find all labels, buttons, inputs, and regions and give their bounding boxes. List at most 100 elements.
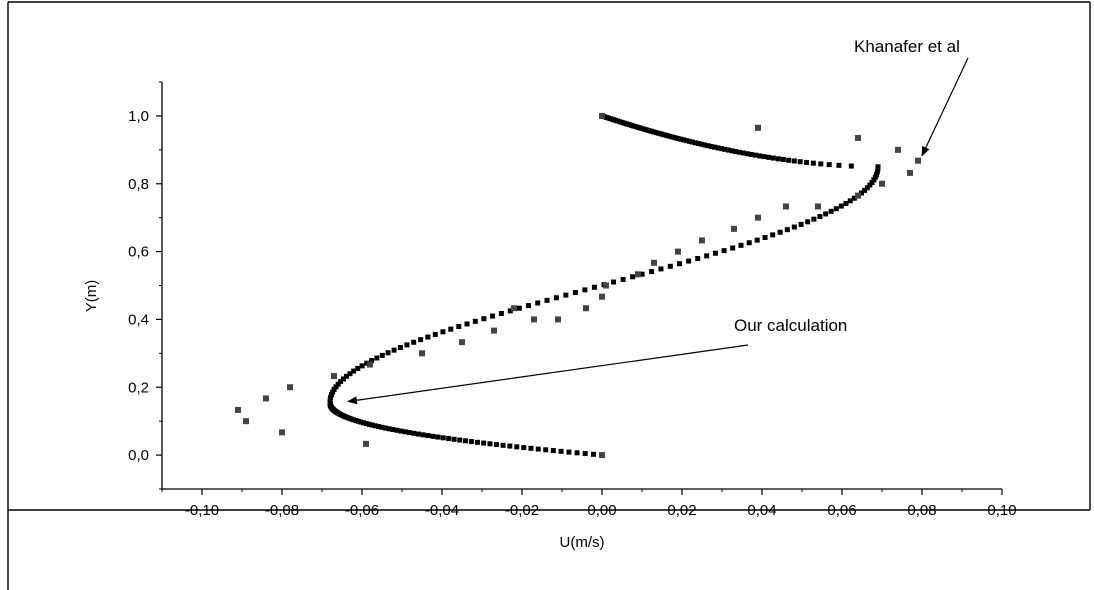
calc-point	[791, 224, 797, 230]
calc-point	[836, 162, 842, 168]
calc-point	[777, 229, 783, 235]
y-axis-label: Y(m)	[83, 280, 100, 313]
khanafer-point	[879, 180, 885, 187]
khanafer-point	[603, 282, 609, 289]
khanafer-point	[263, 395, 269, 402]
calc-point	[740, 150, 746, 156]
calc-point	[328, 394, 334, 400]
calc-point	[379, 352, 385, 358]
calc-point	[798, 221, 804, 227]
calc-point	[333, 384, 339, 390]
calc-point	[648, 128, 654, 134]
calc-point	[582, 287, 588, 293]
calc-point	[748, 151, 754, 157]
calc-point	[715, 145, 721, 151]
calc-point	[507, 308, 513, 314]
calc-point	[780, 157, 786, 163]
calc-point	[372, 423, 378, 429]
calc-point	[440, 329, 446, 335]
annotations	[347, 57, 969, 405]
calc-point	[791, 158, 797, 164]
calc-point	[656, 130, 662, 136]
khanafer-point	[635, 271, 641, 278]
calc-point	[411, 339, 417, 345]
calc-point	[872, 174, 878, 180]
khanafer-point	[731, 225, 737, 232]
calc-point	[838, 203, 844, 209]
calc-point	[493, 442, 499, 448]
calc-point	[667, 263, 673, 269]
khanafer-point	[755, 214, 761, 221]
calc-point	[620, 276, 626, 282]
calc-point	[661, 132, 667, 138]
calc-point	[729, 148, 735, 154]
y-tick-label: 0,6	[128, 244, 149, 261]
calc-point	[702, 142, 708, 148]
khanafer-point	[895, 146, 901, 153]
calc-point	[558, 448, 564, 454]
calc-point	[658, 266, 664, 272]
calc-point	[418, 337, 424, 343]
calc-point	[404, 342, 410, 348]
calc-point	[725, 147, 731, 153]
calc-point	[331, 386, 337, 392]
khanafer-point	[555, 316, 561, 323]
calc-point	[500, 442, 506, 448]
calc-point	[869, 180, 875, 186]
calc-point	[669, 134, 675, 140]
calc-point	[712, 250, 718, 256]
calc-point	[828, 208, 834, 214]
calc-point	[415, 431, 421, 437]
x-tick-label: 0,10	[987, 502, 1016, 519]
calc-point	[379, 424, 385, 430]
calc-point	[572, 290, 578, 296]
khanafer-point	[815, 203, 821, 210]
calc-point	[406, 430, 412, 436]
calc-point	[667, 133, 673, 139]
y-ticks: 0,0 0,2 0,4 0,6 0,8 1,0	[128, 81, 162, 490]
calc-point	[376, 424, 382, 430]
calc-point	[681, 137, 687, 143]
calc-point	[722, 146, 728, 152]
calc-point	[736, 149, 742, 155]
calc-point	[721, 248, 727, 254]
calc-point	[704, 253, 710, 259]
calc-point	[329, 392, 335, 398]
khanafer-point	[855, 134, 861, 141]
calc-point	[347, 371, 353, 377]
khanafer-point	[599, 112, 605, 119]
calc-point	[653, 130, 659, 136]
calc-point	[639, 271, 645, 277]
khanafer-point	[699, 237, 705, 244]
calc-point	[833, 206, 839, 212]
calc-point	[528, 445, 534, 451]
khanafer-point	[531, 316, 537, 323]
calc-point	[730, 245, 736, 251]
calc-point	[369, 422, 375, 428]
khanafer-point	[331, 373, 337, 380]
khanafer-point	[235, 406, 241, 413]
calc-point	[481, 440, 487, 446]
calc-point	[490, 313, 496, 319]
khanafer-point	[491, 327, 497, 334]
calc-point	[757, 153, 763, 159]
khanafer-point	[915, 157, 921, 164]
y-tick-label: 0,0	[128, 447, 149, 464]
calc-point	[474, 439, 480, 445]
calc-point	[708, 143, 714, 149]
calc-point	[430, 433, 436, 439]
khanafer-point	[459, 339, 465, 346]
x-ticks: -0,10 -0,08 -0,06 -0,04 -0,02 0,00 0,02 0,04 0,0…	[161, 489, 1017, 519]
calc-point	[818, 161, 824, 167]
x-tick-label: 0,02	[667, 502, 696, 519]
calc-point	[875, 164, 881, 170]
khanafer-point	[287, 384, 293, 391]
calc-point	[689, 139, 695, 145]
calc-point	[521, 445, 527, 451]
calc-point	[805, 219, 811, 225]
calc-point	[468, 439, 474, 445]
calc-point	[811, 216, 817, 222]
calc-point	[344, 373, 350, 379]
calc-point	[369, 358, 375, 364]
